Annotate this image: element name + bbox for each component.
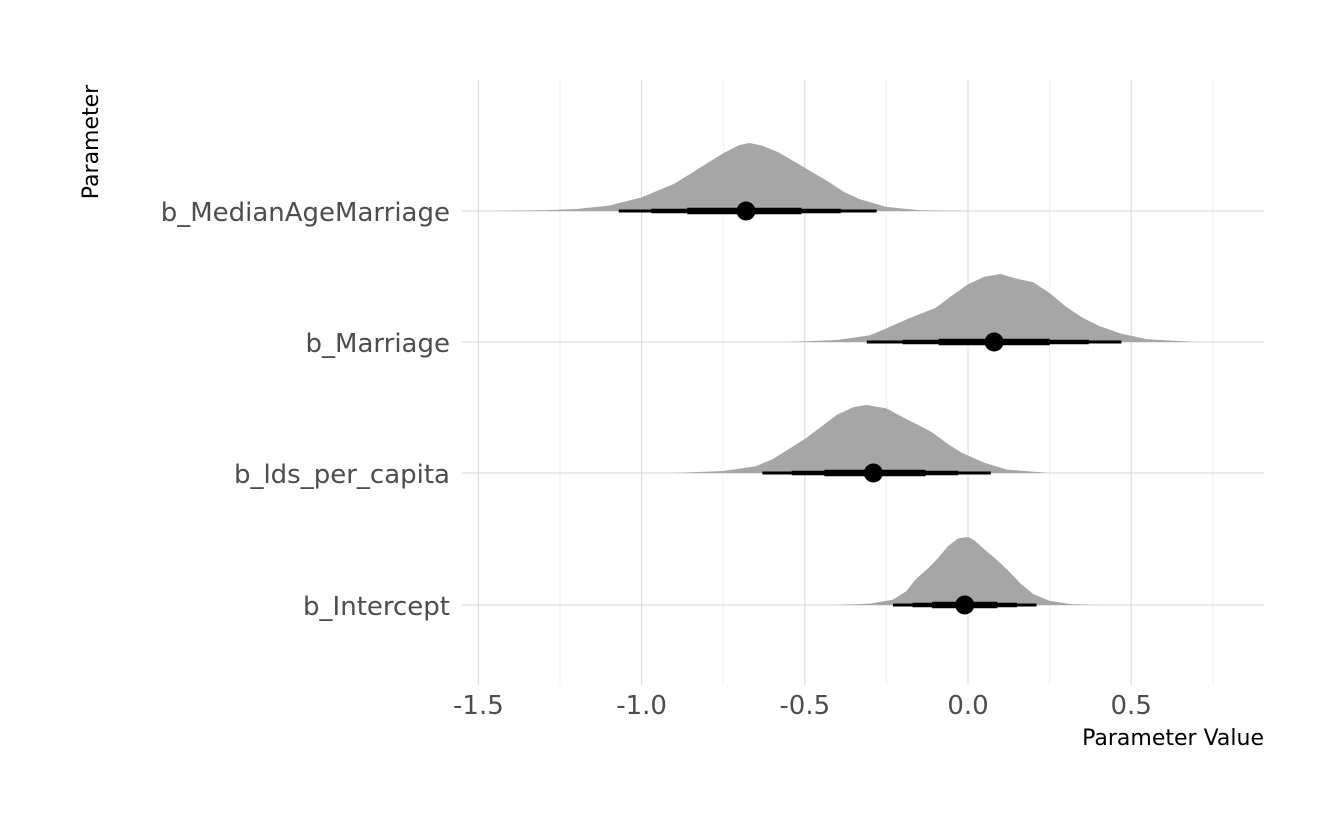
density-b_lds_per_capita [674,405,1050,473]
x-axis-title: Parameter Value [1082,726,1264,751]
x-tick-label: -1.5 [453,691,504,721]
median-point-b_MedianAgeMarriage [736,201,756,221]
y-tick-label: b_lds_per_capita [234,460,450,490]
interval-layer [618,201,1122,615]
y-axis-title: Parameter [79,84,104,199]
grid [462,80,1264,685]
y-axis-ticks: b_MedianAgeMarriage b_Marriage b_lds_per_c… [161,198,450,622]
median-point-b_lds_per_capita [863,463,883,483]
density-b_Marriage [788,274,1197,342]
x-axis-ticks: -1.5 -1.0 -0.5 0.0 0.5 [453,691,1152,721]
density-b_MedianAgeMarriage [494,143,968,211]
density-b_Intercept [837,537,1099,605]
x-tick-label: 0.0 [947,691,988,721]
y-tick-label: b_MedianAgeMarriage [161,198,450,228]
x-tick-label: 0.5 [1111,691,1152,721]
x-tick-label: -0.5 [779,691,830,721]
x-tick-label: -1.0 [616,691,667,721]
y-tick-label: b_Marriage [306,329,450,359]
median-point-b_Marriage [984,332,1004,352]
y-tick-label: b_Intercept [303,592,450,622]
median-point-b_Intercept [955,595,975,615]
density-layer [494,143,1197,605]
